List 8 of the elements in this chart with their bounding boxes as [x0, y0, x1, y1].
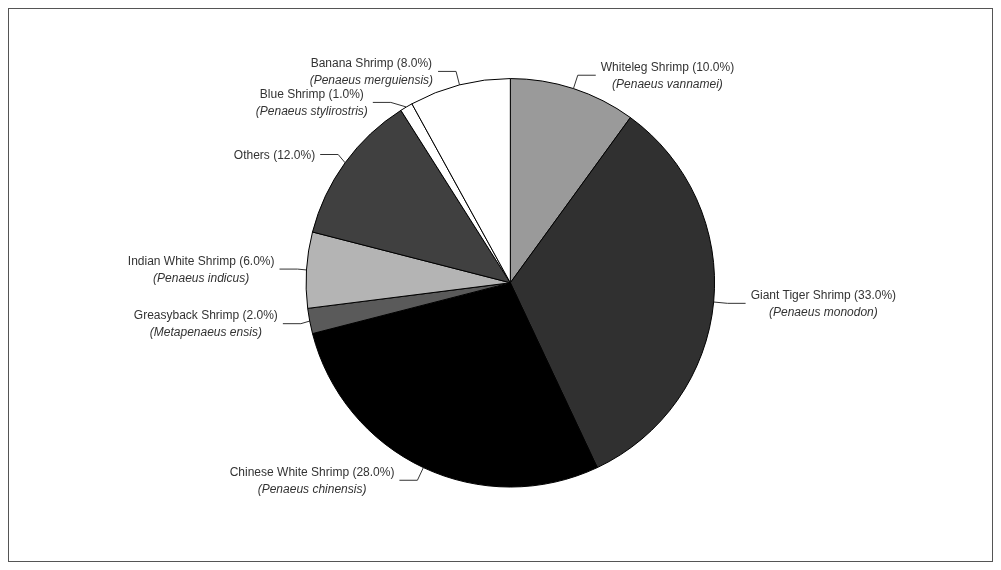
- slice-label: Whiteleg Shrimp (10.0%) (Penaeus vannamei): [600, 59, 735, 91]
- slice-label: Indian White Shrimp (6.0%) (Penaeus indicus): [127, 253, 275, 285]
- slice-label: Chinese White Shrimp (28.0%) (Penaeus chinensis): [229, 464, 395, 496]
- slice-label: Giant Tiger Shrimp (33.0%) (Penaeus monodon): [750, 287, 897, 319]
- slice-label: Greasyback Shrimp (2.0%) (Metapenaeus ensis): [133, 308, 278, 340]
- slice-label: Banana Shrimp (8.0%) (Penaeus merguiensis): [309, 55, 434, 87]
- slice-label: Blue Shrimp (1.0%) (Penaeus stylirostris): [255, 86, 368, 118]
- slice-label: Others (12.0%): [233, 147, 316, 162]
